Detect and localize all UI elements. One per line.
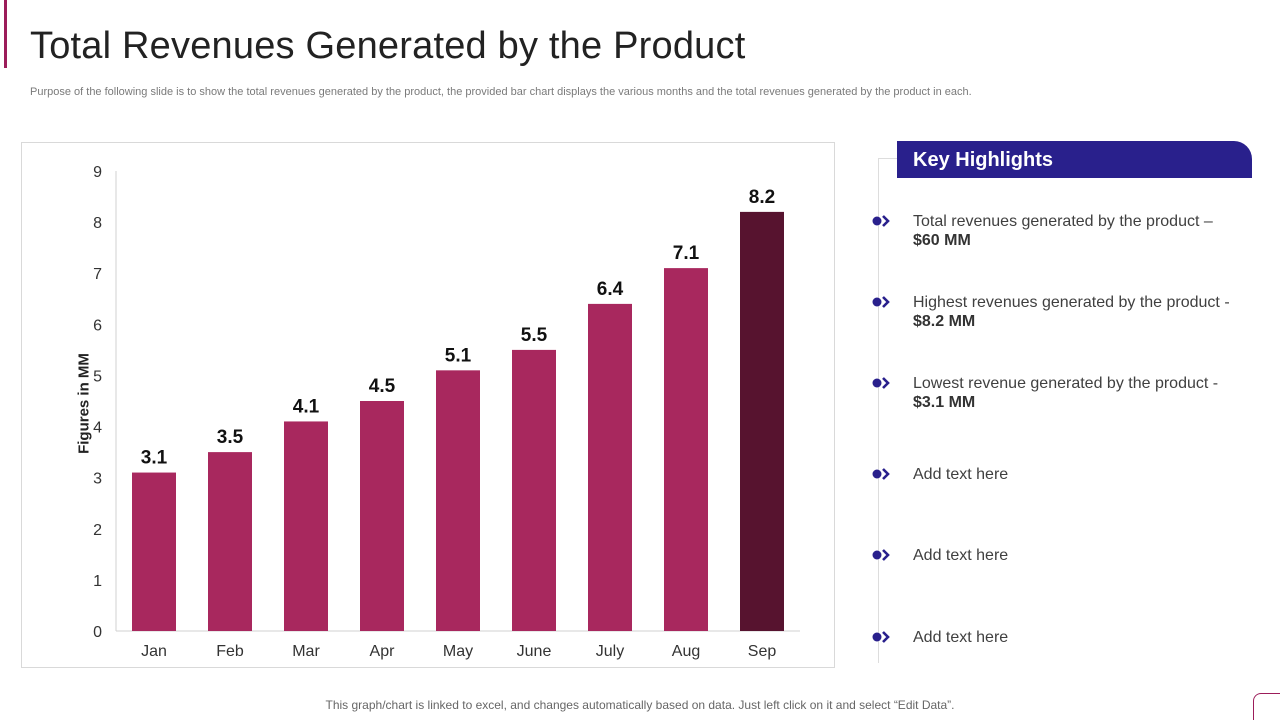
y-tick-label: 4 [93,420,102,437]
data-label: 3.5 [217,427,244,448]
data-label: 4.5 [369,376,396,397]
y-tick-label: 2 [93,522,102,539]
x-tick-label: May [443,643,473,660]
data-label: 6.4 [597,279,624,300]
bar [208,452,252,631]
data-label: 8.2 [749,187,775,208]
double-chevron-right-icon [872,215,890,227]
footer-note: This graph/chart is linked to excel, and… [325,698,955,712]
bar [588,303,632,631]
y-tick-label: 7 [93,266,102,283]
y-tick-label: 3 [93,471,102,488]
y-tick-label: 1 [93,573,102,590]
highlight-text: Add text here [913,465,1233,484]
bar [740,211,784,631]
x-tick-label: Sep [748,643,777,660]
timeline-line [878,158,879,663]
highlight-text: Add text here [913,546,1233,565]
y-tick-label: 9 [93,164,102,181]
y-tick-label: 6 [93,317,102,334]
double-chevron-right-icon [872,631,890,643]
highlight-label: Add text here [913,466,1009,483]
bar [512,349,556,631]
key-highlights-title: Key Highlights [913,149,1054,171]
chart-canvas: 0 1 2 3 4 5 6 7 8 9 3.1 Jan 3.5 Feb 4.1 Mar 4.5 Apr 5.1 May… [93,164,800,660]
double-chevron-right-icon [872,296,890,308]
x-tick-label: Jan [141,643,167,660]
highlight-value: $8.2 MM [913,313,976,330]
key-highlights-header: Key Highlights [897,141,1252,178]
highlight-label: Lowest revenue generated by the product … [913,375,1219,392]
x-tick-label: June [517,643,552,660]
highlight-text: Add text here [913,628,1233,647]
bar [360,401,404,631]
highlight-text: Total revenues generated by the product … [913,212,1233,250]
bar [132,472,176,631]
double-chevron-right-icon [872,468,890,480]
x-tick-label: Apr [370,643,396,660]
double-chevron-right-icon [872,549,890,561]
bar-chart[interactable]: 0 1 2 3 4 5 6 7 8 9 3.1 Jan 3.5 Feb 4.1 Mar 4.5 Apr 5.1 May… [21,142,835,668]
bar [284,421,328,631]
title-accent-bar [4,0,7,68]
y-tick-label: 0 [93,624,102,641]
highlight-label: Add text here [913,547,1009,564]
highlight-text: Lowest revenue generated by the product … [913,374,1233,412]
page-subtitle: Purpose of the following slide is to sho… [30,86,972,98]
timeline-cap [878,158,898,159]
x-tick-label: Aug [672,643,700,660]
x-tick-label: Mar [292,643,320,660]
highlight-label: Total revenues generated by the product … [913,213,1213,230]
highlight-value: $3.1 MM [913,394,976,411]
x-tick-label: Feb [216,643,244,660]
highlight-label: Highest revenues generated by the produc… [913,294,1230,311]
highlight-label: Add text here [913,629,1009,646]
data-label: 7.1 [673,243,700,264]
highlight-value: $60 MM [913,232,971,249]
page-title: Total Revenues Generated by the Product [30,25,746,67]
data-label: 3.1 [141,448,168,469]
bar [664,268,708,631]
y-tick-label: 5 [93,368,102,385]
data-label: 4.1 [293,396,320,417]
corner-decoration [1253,693,1280,720]
highlight-text: Highest revenues generated by the produc… [913,293,1233,331]
data-label: 5.5 [521,325,548,346]
y-axis-label: Figures in MM [75,353,93,454]
data-label: 5.1 [445,345,472,366]
bar [436,370,480,631]
double-chevron-right-icon [872,377,890,389]
x-tick-label: July [596,643,624,660]
y-tick-label: 8 [93,215,102,232]
